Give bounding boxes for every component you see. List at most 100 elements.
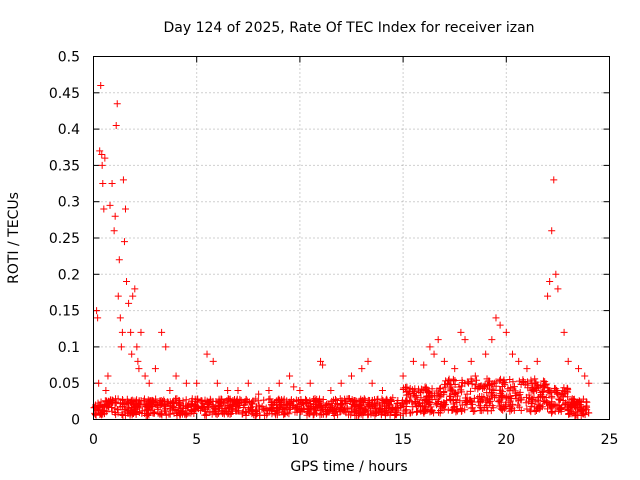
data-point [280, 411, 288, 419]
data-point [568, 410, 576, 418]
data-point [215, 404, 223, 412]
data-point [374, 408, 382, 416]
data-point [437, 384, 445, 392]
data-point [118, 410, 126, 418]
data-point [156, 410, 164, 418]
data-point [451, 403, 459, 411]
data-point [213, 379, 221, 387]
data-point [496, 375, 504, 383]
data-point [361, 406, 369, 414]
data-point [162, 408, 170, 416]
data-point [402, 391, 410, 399]
data-point [172, 395, 180, 403]
data-point [205, 399, 213, 407]
data-point [203, 350, 211, 358]
data-point [498, 383, 506, 391]
data-point [140, 397, 148, 405]
data-point [341, 407, 349, 415]
data-point [416, 400, 424, 408]
data-point [420, 361, 428, 369]
data-point [451, 389, 459, 397]
data-point [506, 397, 514, 405]
data-point [317, 357, 325, 365]
data-point [424, 389, 432, 397]
data-point [269, 401, 277, 409]
data-point [449, 375, 457, 383]
data-point [265, 386, 273, 394]
data-point [383, 409, 391, 417]
data-point [524, 378, 532, 386]
data-point [117, 343, 125, 351]
data-point [112, 121, 120, 129]
data-point [523, 365, 531, 373]
data-point [243, 408, 251, 416]
data-point [510, 383, 518, 391]
data-point [342, 409, 350, 417]
data-point [575, 365, 583, 373]
data-point [352, 407, 360, 415]
data-point [477, 404, 485, 412]
data-point [375, 401, 383, 409]
data-point [559, 392, 567, 400]
data-point [202, 410, 210, 418]
data-point [434, 389, 442, 397]
data-point [537, 382, 545, 390]
data-point [110, 227, 118, 235]
y-tick-label: 0.3 [58, 195, 80, 211]
data-point [145, 379, 153, 387]
data-point [129, 292, 137, 300]
data-point [135, 365, 143, 373]
data-point [440, 357, 448, 365]
data-point [488, 336, 496, 344]
y-tick-label: 0.05 [49, 376, 80, 392]
data-point [333, 400, 341, 408]
data-point [199, 400, 207, 408]
data-point [392, 404, 400, 412]
data-point [160, 396, 168, 404]
data-point [331, 396, 339, 404]
y-tick-label: 0.4 [58, 122, 80, 138]
data-point [408, 398, 416, 406]
data-point [443, 397, 451, 405]
data-point [355, 402, 363, 410]
data-point [141, 401, 149, 409]
data-point [462, 396, 470, 404]
data-point [500, 403, 508, 411]
data-point [465, 379, 473, 387]
data-point [477, 398, 485, 406]
data-point [428, 385, 436, 393]
data-point [102, 386, 110, 394]
data-point [409, 357, 417, 365]
data-point [130, 400, 138, 408]
data-point [337, 379, 345, 387]
data-point [471, 372, 479, 380]
data-point [188, 395, 196, 403]
data-point [426, 389, 434, 397]
data-point [148, 396, 156, 404]
data-point [451, 365, 459, 373]
data-point [497, 398, 505, 406]
data-point [511, 387, 519, 395]
data-point [302, 395, 310, 403]
data-point [356, 408, 364, 416]
data-point [434, 336, 442, 344]
data-point [275, 379, 283, 387]
data-point [146, 403, 154, 411]
data-point [526, 394, 534, 402]
data-point [417, 394, 425, 402]
data-point [286, 405, 294, 413]
data-point [102, 401, 110, 409]
data-point [97, 398, 105, 406]
data-point [490, 387, 498, 395]
data-point [313, 403, 321, 411]
data-point [463, 390, 471, 398]
data-point [366, 401, 374, 409]
y-tick-label: 0.2 [58, 267, 80, 283]
y-tick-label: 0.35 [49, 158, 80, 174]
data-point [548, 392, 556, 400]
data-point [530, 403, 538, 411]
data-point [316, 395, 324, 403]
data-point [500, 376, 508, 384]
data-point [225, 404, 233, 412]
data-point [332, 406, 340, 414]
